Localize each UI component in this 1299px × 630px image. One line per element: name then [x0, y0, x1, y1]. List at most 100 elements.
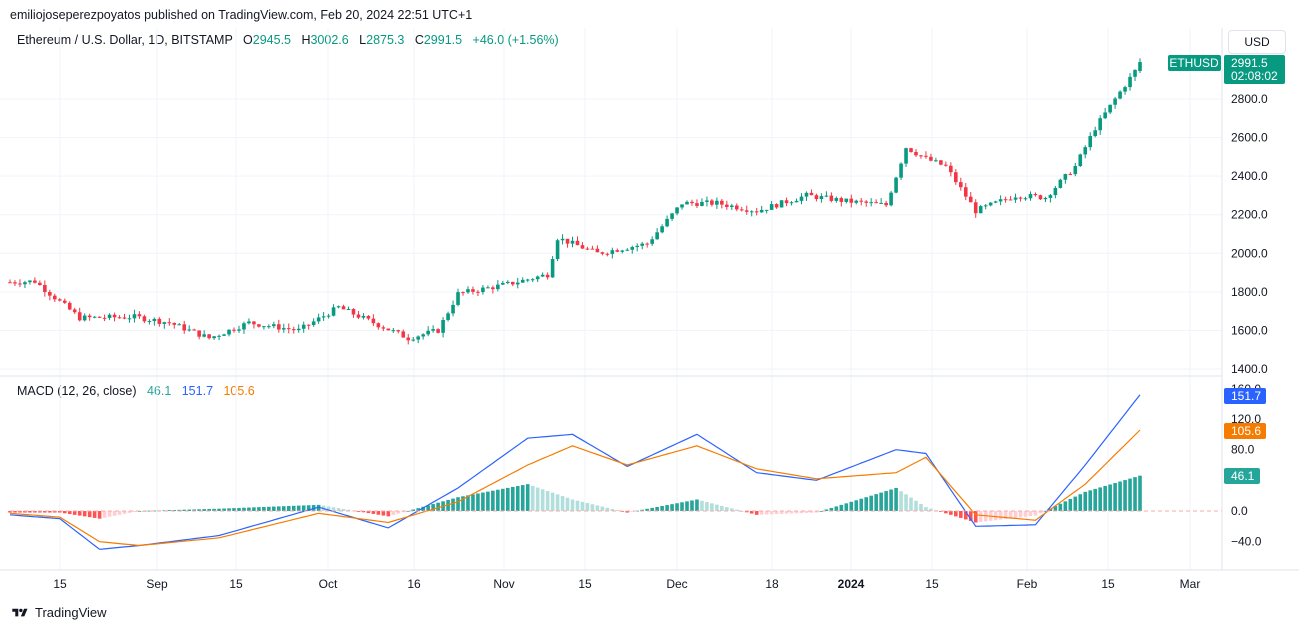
- macd-histogram-bar: [117, 511, 122, 515]
- macd-indicator-label[interactable]: MACD (12, 26, close): [17, 384, 137, 398]
- macd-histogram-bar: [958, 511, 963, 518]
- candle-body: [1018, 197, 1023, 199]
- macd-histogram-bar: [242, 507, 246, 511]
- candle-body: [371, 318, 376, 324]
- macd-histogram-bar: [555, 494, 560, 511]
- macd-histogram-bar: [869, 495, 873, 511]
- macd-histogram-bar: [446, 499, 450, 511]
- macd-histogram-bar: [575, 500, 580, 511]
- macd-histogram-bar: [809, 511, 814, 513]
- candle-body: [705, 200, 709, 202]
- macd-histogram-bar: [700, 500, 704, 511]
- macd-histogram-bar: [635, 510, 640, 512]
- candle-body: [202, 334, 206, 337]
- candle-body: [152, 318, 157, 322]
- candle-body: [212, 336, 216, 339]
- macd-histogram-bar: [695, 499, 699, 511]
- macd-histogram-bar: [1033, 511, 1038, 516]
- macd-histogram-bar: [341, 508, 346, 511]
- macd-histogram-bar: [476, 493, 480, 511]
- candle-body: [814, 195, 819, 200]
- macd-histogram-bar: [481, 492, 485, 511]
- time-tick-label: Mar: [1180, 577, 1201, 591]
- candle-body: [466, 289, 470, 293]
- candle-body: [117, 317, 122, 319]
- time-tick-label: Sep: [146, 577, 168, 591]
- macd-histogram-bar: [1088, 490, 1093, 511]
- candle-body: [978, 206, 983, 214]
- candle-body: [1013, 197, 1018, 200]
- candle-body: [575, 240, 580, 246]
- macd-histogram-bar: [899, 491, 903, 511]
- macd-histogram-bar: [1028, 511, 1033, 517]
- macd-histogram-bar: [550, 492, 555, 511]
- macd-histogram-bar: [237, 507, 241, 511]
- macd-histogram-bar: [710, 503, 714, 511]
- macd-tick-label: 120.0: [1231, 412, 1261, 426]
- candle-body: [272, 324, 276, 327]
- macd-histogram-bar: [675, 503, 679, 511]
- macd-histogram-bar: [1133, 477, 1137, 511]
- candle-body: [660, 226, 664, 233]
- candle-body: [242, 323, 246, 330]
- macd-histogram-bar: [570, 499, 575, 511]
- macd-histogram-bar: [530, 485, 535, 511]
- price-axis-ticks: 2800.0 2600.0 2400.0 2200.0 2000.0 1800.0 1600…: [1231, 92, 1268, 376]
- candle-body: [889, 192, 893, 206]
- macd-histogram-bar: [227, 508, 231, 511]
- symbol-label[interactable]: Ethereum / U.S. Dollar, 1D, BITSTAMP: [17, 33, 233, 47]
- macd-histogram-bar: [874, 494, 878, 511]
- candle-body: [1033, 194, 1038, 196]
- macd-line-value: 151.7: [181, 384, 214, 398]
- candle-body: [799, 196, 804, 201]
- candle-body: [247, 321, 251, 324]
- candle-body: [909, 148, 913, 152]
- macd-histogram-bar: [192, 509, 196, 511]
- candle-body: [321, 316, 326, 318]
- macd-histogram-bar: [759, 511, 764, 515]
- macd-histogram-bar: [1098, 487, 1102, 511]
- macd-histogram-bar: [262, 506, 266, 511]
- macd-histogram-bar: [924, 507, 928, 511]
- macd-histogram-bar: [769, 511, 774, 515]
- macd-hist-value: 46.1: [146, 384, 172, 398]
- macd-histogram-bar: [501, 488, 505, 511]
- candle-body: [351, 309, 356, 315]
- candle-body: [580, 245, 585, 249]
- high-label: H: [301, 33, 311, 47]
- currency-button[interactable]: USD: [1228, 30, 1286, 54]
- candle-body: [1058, 179, 1063, 188]
- low-label: L: [359, 33, 367, 47]
- candle-body: [993, 201, 998, 203]
- candle-body: [535, 276, 540, 280]
- time-tick-label: 16: [407, 577, 421, 591]
- signal-tag: 105.6: [1231, 424, 1261, 438]
- macd-histogram-bar: [1053, 506, 1058, 511]
- candle-body: [764, 209, 769, 211]
- footer-brand[interactable]: TradingView: [10, 605, 107, 620]
- macd-histogram-bar: [1063, 501, 1068, 511]
- candle-body: [864, 201, 869, 203]
- change-value: +46.0 (+1.56%): [472, 33, 559, 47]
- candle-body: [227, 329, 231, 335]
- macd-histogram-bar: [998, 511, 1003, 520]
- candle-body: [67, 302, 72, 310]
- hist-tag-bg: [1224, 468, 1260, 484]
- macd-histogram-bar: [600, 506, 605, 511]
- macd-histogram-bar: [764, 511, 769, 515]
- macd-histogram-bar: [28, 511, 32, 513]
- macd-histogram-bar: [595, 505, 600, 511]
- macd-histogram-bar: [730, 508, 734, 511]
- candle-body: [326, 315, 331, 317]
- macd-histogram-bar: [705, 502, 709, 511]
- macd-histogram-bar: [87, 511, 92, 518]
- macd-histogram-bar: [859, 498, 864, 511]
- open-value: 2945.5: [252, 33, 291, 47]
- macd-histogram-bar: [540, 489, 545, 511]
- candle-body: [844, 198, 849, 202]
- candle-body: [481, 287, 485, 293]
- candle-body: [137, 314, 142, 317]
- symbol-tag: ETHUSD: [1169, 56, 1219, 70]
- macd-histogram-bar: [640, 509, 645, 511]
